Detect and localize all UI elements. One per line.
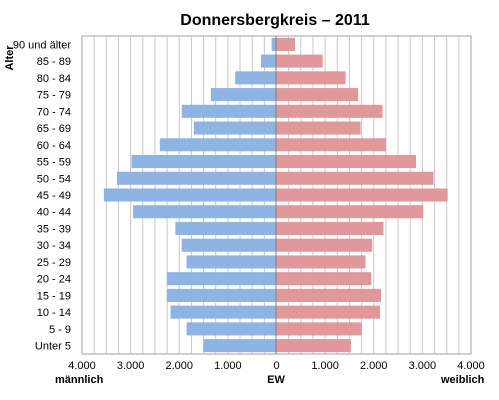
age-group-label: 25 - 29 — [37, 257, 71, 269]
x-tick-label: 2.000 — [360, 360, 388, 372]
male-bar — [167, 272, 277, 286]
female-label: weiblich — [440, 374, 485, 386]
age-group-label: 65 - 69 — [37, 123, 71, 135]
male-label: männlich — [55, 374, 104, 386]
male-bar — [193, 121, 277, 135]
female-bar — [276, 305, 381, 319]
x-tick-label: 3.000 — [117, 360, 145, 372]
male-bar — [210, 88, 277, 102]
y-axis-label: Alter — [4, 45, 16, 71]
age-group-label: 60 - 64 — [37, 140, 71, 152]
male-bar — [117, 171, 277, 185]
age-group-label: 35 - 39 — [37, 223, 71, 235]
female-bar — [276, 104, 383, 118]
female-bar — [276, 188, 448, 202]
male-bar — [133, 205, 277, 219]
age-group-labels: 90 und älter 85 - 89 80 - 84 75 - 79 70 - 74… — [13, 39, 71, 352]
female-bar — [276, 272, 372, 286]
age-group-label: 85 - 89 — [37, 56, 71, 68]
x-tick-label: 2.000 — [165, 360, 193, 372]
age-group-label: 10 - 14 — [37, 307, 71, 319]
female-bar — [276, 154, 417, 169]
age-group-label: 45 - 49 — [37, 190, 71, 202]
bars — [103, 37, 448, 353]
age-group-label: 20 - 24 — [37, 274, 71, 286]
male-bar — [260, 54, 277, 68]
chart-title: Donnersbergkreis – 2011 — [180, 12, 370, 29]
age-group-label: 80 - 84 — [37, 73, 71, 85]
female-bar — [276, 339, 351, 353]
female-bar — [276, 238, 373, 252]
male-bar — [186, 322, 277, 336]
female-bar — [276, 255, 366, 269]
male-bar — [203, 339, 277, 353]
x-tick-labels: 4.000 3.000 2.000 1.000 0 1.000 2.000 3.000 4.00… — [68, 360, 485, 372]
age-group-label: 40 - 44 — [37, 207, 71, 219]
female-bar — [276, 171, 434, 185]
male-bar — [271, 37, 277, 51]
female-bar — [276, 138, 386, 152]
female-bar — [276, 71, 346, 85]
age-group-label: 30 - 34 — [37, 240, 71, 252]
female-bar — [276, 322, 362, 336]
x-tick-label: 0 — [273, 360, 279, 372]
female-bar — [276, 288, 382, 302]
male-bar — [103, 188, 277, 202]
male-bar — [181, 238, 277, 252]
x-tick-label: 4.000 — [68, 360, 96, 372]
age-group-label: 75 - 79 — [37, 90, 71, 102]
age-group-label: 90 und älter — [13, 39, 71, 51]
age-group-label: 15 - 19 — [37, 290, 71, 302]
male-bar — [170, 305, 277, 319]
male-bar — [167, 288, 277, 302]
age-group-label: Unter 5 — [35, 341, 71, 353]
x-tick-label: 3.000 — [409, 360, 437, 372]
male-bar — [186, 255, 277, 269]
female-bar — [276, 37, 295, 51]
x-axis-label: EW — [267, 374, 285, 386]
plot-area — [81, 35, 472, 355]
male-bar — [235, 71, 277, 85]
male-bar — [131, 154, 277, 169]
age-group-label: 5 - 9 — [49, 324, 71, 336]
age-group-label: 55 - 59 — [37, 157, 71, 169]
female-bar — [276, 221, 384, 236]
x-tick-label: 1.000 — [214, 360, 242, 372]
age-group-label: 50 - 54 — [37, 173, 71, 185]
age-group-label: 70 - 74 — [37, 106, 71, 118]
male-bar — [175, 221, 277, 236]
x-tick-label: 1.000 — [311, 360, 339, 372]
male-bar — [159, 138, 277, 152]
female-bar — [276, 54, 323, 68]
female-bar — [276, 205, 424, 219]
x-tick-label: 4.000 — [457, 360, 485, 372]
male-bar — [181, 104, 277, 118]
female-bar — [276, 121, 361, 135]
female-bar — [276, 88, 359, 102]
